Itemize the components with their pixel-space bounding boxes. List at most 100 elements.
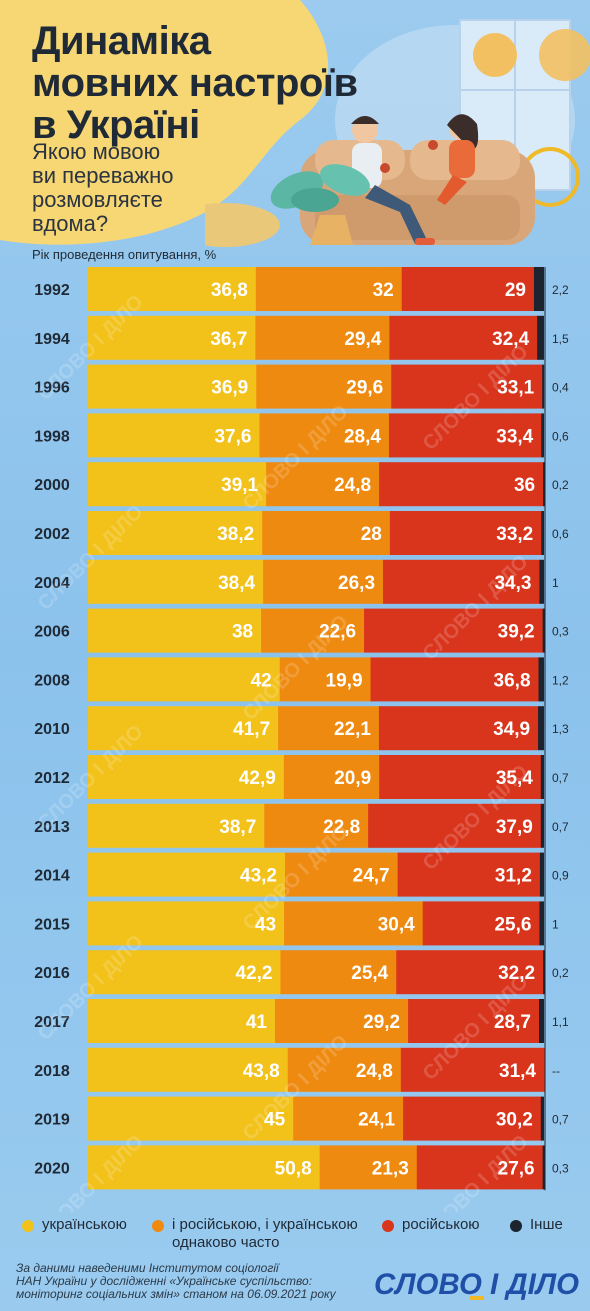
bar-both-1994 — [255, 315, 390, 360]
value-label-russian-1996: 33,1 — [497, 378, 534, 399]
value-label-russian-2010: 34,9 — [493, 719, 530, 740]
bar-other-1992 — [533, 267, 544, 311]
bar-russian-1996 — [391, 364, 543, 409]
value-label-both-2008: 19,9 — [326, 670, 363, 691]
bar-ukrainian-2000 — [88, 462, 267, 507]
value-label-ukrainian-2020: 50,8 — [275, 1158, 312, 1179]
legend-swatch-ukrainian — [22, 1220, 34, 1232]
bar-russian-2010 — [378, 706, 539, 751]
bar-russian-2013 — [368, 803, 542, 848]
bar-other-2004 — [539, 559, 544, 604]
year-label-2012: 2012 — [34, 770, 70, 787]
bar-both-2004 — [263, 559, 384, 604]
bar-russian-2014 — [397, 852, 541, 897]
value-label-ukrainian-1994: 36,7 — [210, 329, 247, 350]
bar-ukrainian-2019 — [88, 1096, 294, 1141]
value-label-russian-2006: 39,2 — [498, 622, 535, 643]
value-label-other-1992: 2,2 — [552, 283, 569, 297]
value-label-both-2002: 28 — [361, 524, 382, 545]
bar-both-2017 — [274, 999, 409, 1043]
bar-other-1994 — [537, 315, 544, 360]
bar-ukrainian-2014 — [88, 852, 286, 897]
value-label-ukrainian-2002: 38,2 — [217, 524, 254, 545]
survey-question: Якою мовою ви переважно розмовляєте вдом… — [32, 139, 174, 236]
legend-swatch-other — [510, 1220, 522, 1232]
value-label-ukrainian-2000: 39,1 — [221, 475, 258, 496]
legend-label-russian: російською — [402, 1216, 480, 1233]
bar-ukrainian-2010 — [88, 706, 279, 751]
bar-both-2010 — [278, 706, 380, 751]
bar-ukrainian-2004 — [88, 559, 264, 604]
slovo-i-dilo-logo: СЛОВО І ДІЛО — [374, 1268, 579, 1301]
year-label-1994: 1994 — [34, 331, 70, 348]
bar-ukrainian-1992 — [88, 267, 257, 311]
legend-item-ukrainian: українською — [22, 1216, 127, 1234]
bar-other-2008 — [538, 657, 544, 702]
value-label-other-2006: 0,3 — [552, 625, 569, 639]
year-label-2020: 2020 — [34, 1160, 70, 1177]
bar-both-2006 — [261, 608, 365, 653]
bar-ukrainian-1998 — [88, 413, 260, 458]
bar-both-2015 — [284, 901, 424, 946]
value-label-both-1994: 29,4 — [344, 329, 381, 350]
bar-russian-1992 — [401, 267, 535, 311]
bar-other-2020 — [542, 1145, 545, 1190]
value-label-both-2013: 22,8 — [323, 817, 360, 838]
value-label-both-1998: 28,4 — [344, 426, 381, 447]
value-label-both-2020: 21,3 — [372, 1158, 409, 1179]
value-label-both-1996: 29,6 — [346, 378, 383, 399]
value-label-both-2016: 25,4 — [351, 963, 388, 984]
value-label-russian-2020: 27,6 — [498, 1158, 535, 1179]
legend-item-other: Інше — [510, 1216, 563, 1234]
bar-both-2002 — [262, 511, 391, 555]
year-label-2000: 2000 — [34, 477, 70, 494]
legend-item-russian: російською — [382, 1216, 480, 1234]
bar-russian-2004 — [383, 559, 540, 604]
value-label-other-2008: 1,2 — [552, 673, 569, 687]
bar-both-1996 — [256, 364, 392, 409]
value-label-both-2014: 24,7 — [353, 866, 390, 887]
value-label-both-2006: 22,6 — [319, 622, 356, 643]
value-label-ukrainian-2019: 45 — [264, 1110, 286, 1131]
value-label-other-2010: 1,3 — [552, 722, 569, 736]
value-label-ukrainian-2018: 43,8 — [243, 1061, 280, 1082]
bar-both-2020 — [319, 1145, 418, 1190]
value-label-other-1994: 1,5 — [552, 332, 569, 346]
value-label-other-2015: 1 — [552, 917, 559, 931]
chart-legend: українською і російською, і українською … — [22, 1216, 582, 1252]
bar-other-2012 — [540, 755, 544, 799]
value-label-ukrainian-2015: 43 — [255, 914, 276, 935]
value-label-other-2002: 0,6 — [552, 527, 569, 541]
value-label-other-1996: 0,4 — [552, 381, 569, 395]
year-label-1998: 1998 — [34, 428, 70, 445]
value-label-russian-1992: 29 — [505, 280, 526, 301]
value-label-russian-2000: 36 — [514, 475, 535, 496]
value-label-ukrainian-2013: 38,7 — [219, 817, 256, 838]
data-source-note: За даними наведеними Інститутом соціолог… — [16, 1261, 336, 1301]
bar-other-2010 — [538, 706, 544, 751]
bar-both-2016 — [280, 950, 397, 995]
bar-ukrainian-2006 — [88, 608, 262, 653]
bar-other-2014 — [539, 852, 544, 897]
value-label-both-2010: 22,1 — [334, 719, 371, 740]
year-label-2010: 2010 — [34, 721, 70, 738]
value-label-other-2019: 0,7 — [552, 1113, 569, 1127]
bar-russian-2000 — [379, 462, 544, 507]
year-label-2014: 2014 — [34, 868, 70, 885]
bar-russian-2006 — [364, 608, 544, 653]
svg-text:СЛОВО І ДІЛО: СЛОВО І ДІЛО — [374, 1268, 579, 1301]
year-label-2013: 2013 — [34, 819, 70, 836]
value-label-ukrainian-2010: 41,7 — [233, 719, 270, 740]
bar-russian-2008 — [370, 657, 540, 702]
year-label-2019: 2019 — [34, 1112, 70, 1129]
bar-other-2016 — [543, 950, 546, 995]
legend-swatch-russian — [382, 1220, 394, 1232]
value-label-both-2012: 20,9 — [334, 768, 371, 789]
value-label-russian-2008: 36,8 — [494, 670, 531, 691]
value-label-other-2014: 0,9 — [552, 869, 569, 883]
value-label-both-2019: 24,1 — [358, 1110, 395, 1131]
value-label-russian-2016: 32,2 — [498, 963, 535, 984]
value-label-ukrainian-1992: 36,8 — [211, 280, 248, 301]
value-label-ukrainian-2004: 38,4 — [218, 573, 255, 594]
value-label-other-2016: 0,2 — [552, 966, 569, 980]
